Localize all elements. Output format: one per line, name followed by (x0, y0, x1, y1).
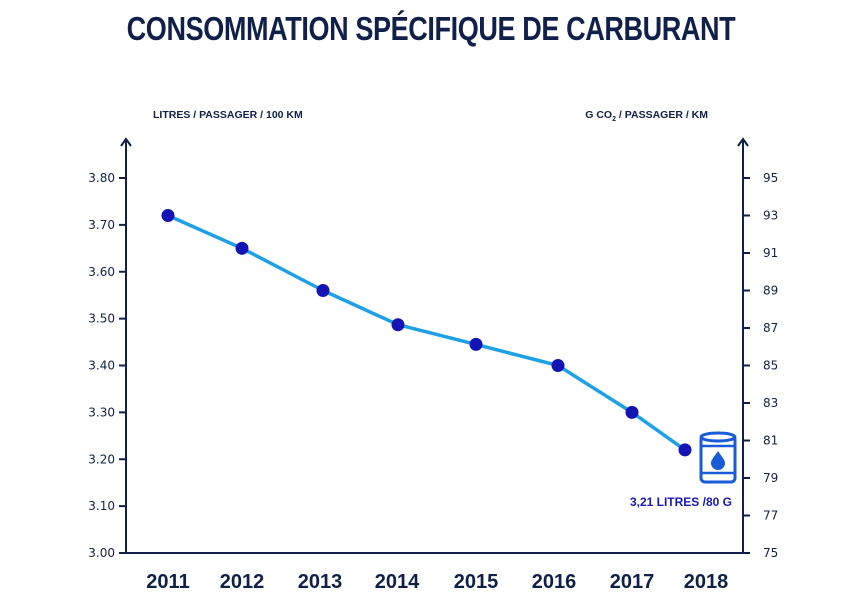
x-tick-label: 2014 (375, 571, 420, 593)
left-tick-label: 3.10 (88, 499, 115, 513)
last-value-annotation: 3,21 LITRES /80 G (630, 495, 732, 509)
fuel-barrel-icon (699, 431, 737, 484)
data-point (316, 284, 330, 297)
data-point (391, 318, 405, 332)
right-tick-label: 77 (763, 509, 778, 523)
data-point (678, 443, 692, 457)
right-tick-label: 75 (763, 546, 778, 560)
left-tick-label: 3.50 (88, 312, 115, 326)
chart-title: CONSOMMATION SPÉCIFIQUE DE CARBURANT (126, 10, 736, 47)
left-axis-title: LITRES / PASSAGER / 100 KM (153, 109, 303, 121)
left-tick-label: 3.30 (88, 405, 115, 419)
data-point (235, 241, 249, 255)
left-tick-label: 3.70 (88, 218, 115, 232)
right-tick-label: 93 (763, 209, 778, 223)
x-tick-label: 2012 (220, 571, 265, 593)
right-tick-label: 87 (763, 321, 778, 335)
right-axis-title: G CO2 / PASSAGER / KM (585, 109, 708, 123)
left-tick-label: 3.40 (88, 359, 115, 373)
x-tick-label: 2013 (298, 571, 343, 593)
right-tick-label: 85 (763, 359, 778, 373)
right-tick-label: 81 (763, 434, 778, 448)
left-axis (120, 137, 132, 553)
data-point (625, 405, 639, 419)
right-tick-label: 83 (763, 396, 778, 410)
x-tick-label: 2017 (610, 571, 655, 593)
left-tick-label: 3.80 (88, 171, 115, 185)
data-point (469, 337, 483, 351)
left-tick-label: 3.20 (88, 452, 115, 466)
right-tick-label: 91 (763, 246, 778, 260)
left-tick-label: 3.00 (88, 546, 115, 560)
x-tick-label: 2018 (684, 571, 729, 593)
x-tick-label: 2015 (454, 571, 499, 593)
left-tick-label: 3.60 (88, 265, 115, 279)
data-point (161, 209, 175, 222)
right-tick-label: 89 (763, 284, 778, 298)
x-tick-label: 2011 (146, 571, 189, 593)
right-axis (737, 137, 749, 553)
x-tick-label: 2016 (532, 571, 577, 593)
right-tick-label: 79 (763, 471, 778, 485)
series-line (166, 213, 687, 452)
right-tick-label: 95 (763, 171, 778, 185)
data-point (551, 359, 565, 372)
